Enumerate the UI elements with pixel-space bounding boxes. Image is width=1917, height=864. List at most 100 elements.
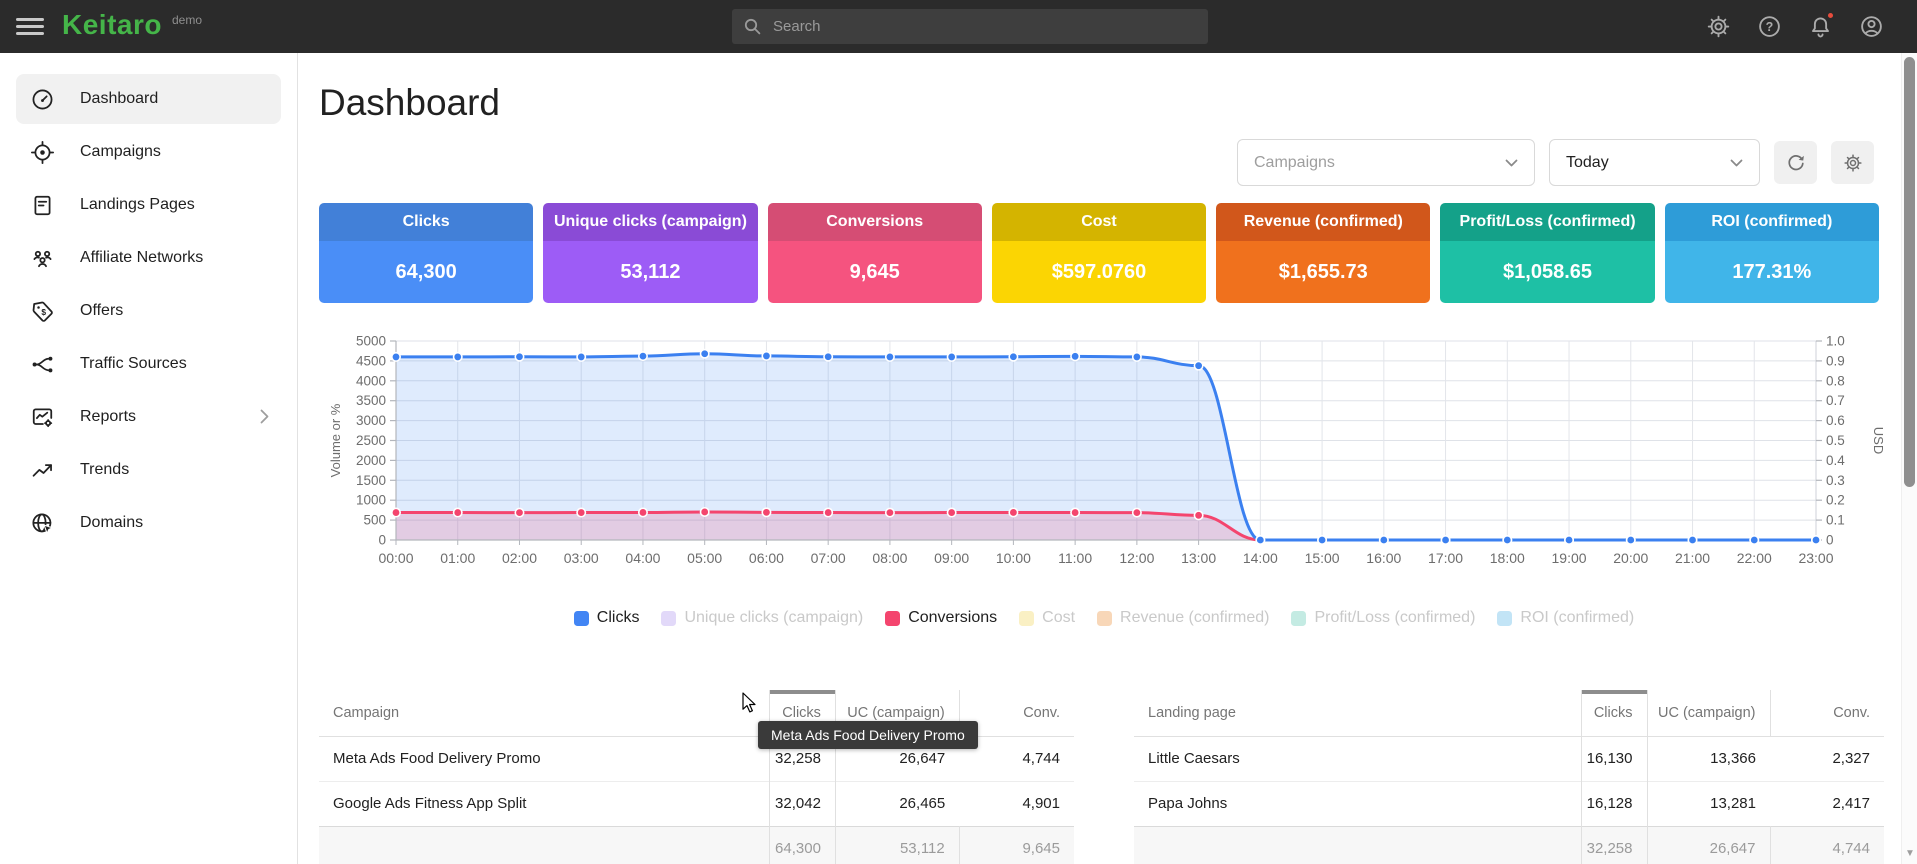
page-scrollbar[interactable]: ▼ (1901, 53, 1917, 864)
svg-text:15:00: 15:00 (1305, 550, 1340, 566)
table-row[interactable]: Google Ads Fitness App Split 32,042 26,465… (319, 781, 1074, 826)
svg-text:20:00: 20:00 (1613, 550, 1648, 566)
sidebar-item-label: Dashboard (80, 90, 159, 107)
stat-card-clicks[interactable]: Clicks 64,300 (319, 203, 534, 303)
scrollbar-thumb[interactable] (1904, 57, 1915, 487)
table-row[interactable]: Little Caesars 16,130 13,366 2,327 (1134, 736, 1884, 781)
sidebar-item-label: Affiliate Networks (80, 249, 204, 266)
column-header-uc-campaign[interactable]: UC (campaign) (1647, 690, 1771, 737)
row-name-cell[interactable]: Papa Johns (1148, 795, 1228, 812)
svg-text:0.1: 0.1 (1826, 513, 1845, 528)
legend-swatch (573, 610, 589, 626)
page-title: Dashboard (319, 82, 501, 123)
column-header-conv[interactable]: Conv. (959, 690, 1074, 737)
legend-item-cost[interactable]: Cost (1019, 609, 1075, 627)
legend-item-unique-clicks-campaign[interactable]: Unique clicks (campaign) (661, 609, 863, 627)
stat-card-label: Revenue (confirmed) (1216, 203, 1431, 241)
legend-item-revenue-confirmed[interactable]: Revenue (confirmed) (1097, 609, 1269, 627)
row-tooltip: Meta Ads Food Delivery Promo (758, 721, 978, 749)
menu-hamburger-icon[interactable] (16, 14, 44, 38)
svg-text:5000: 5000 (356, 334, 386, 349)
sidebar-item-traffic-sources[interactable]: Traffic Sources (16, 339, 281, 389)
svg-text:06:00: 06:00 (749, 550, 784, 566)
stat-card-profit-loss-confirmed[interactable]: Profit/Loss (confirmed) $1,058.65 (1440, 203, 1655, 303)
gauge-icon (30, 86, 56, 112)
row-value-cell: 16,130 (1581, 736, 1648, 781)
sidebar-item-affiliate-networks[interactable]: Affiliate Networks (16, 233, 281, 283)
stat-cards-row: Clicks 64,300 Unique clicks (campaign) 53,1… (319, 203, 1879, 303)
totals-cell: 53,112 (835, 825, 960, 864)
stat-card-revenue-confirmed[interactable]: Revenue (confirmed) $1,655.73 (1216, 203, 1431, 303)
sidebar-item-offers[interactable]: $ Offers (16, 286, 281, 336)
svg-text:500: 500 (363, 513, 386, 528)
svg-text:18:00: 18:00 (1490, 550, 1525, 566)
sidebar-item-domains[interactable]: Domains (16, 498, 281, 548)
period-select[interactable]: Today (1549, 139, 1760, 186)
svg-text:$: $ (41, 306, 46, 316)
traffic-chart: 0 500 1000 1500 2000 2500 3000 3500 4000 4500 5000… (319, 325, 1889, 585)
chevron-down-icon (1730, 159, 1743, 166)
scope-select[interactable]: Campaigns (1237, 139, 1535, 186)
search-icon (744, 18, 761, 35)
legend-item-roi-confirmed[interactable]: ROI (confirmed) (1497, 609, 1634, 627)
help-icon[interactable]: ? (1757, 14, 1782, 39)
totals-cell: 32,258 (1581, 825, 1648, 864)
row-value-cell: 26,465 (899, 795, 946, 812)
row-name-cell[interactable]: Little Caesars (1148, 750, 1240, 767)
row-name-cell[interactable]: Google Ads Fitness App Split (333, 795, 527, 812)
stat-card-value: $597.0760 (991, 241, 1207, 303)
svg-text:Volume or %: Volume or % (328, 403, 343, 477)
row-value-cell: 16,128 (1581, 781, 1648, 826)
legend-label: Revenue (confirmed) (1120, 609, 1270, 626)
stat-card-cost[interactable]: Cost $597.0760 (991, 203, 1207, 303)
totals-cell: 64,300 (769, 825, 836, 864)
svg-text:2500: 2500 (356, 433, 386, 448)
svg-text:07:00: 07:00 (811, 550, 846, 566)
sidebar-item-dashboard[interactable]: Dashboard (16, 74, 281, 124)
globe-icon (30, 510, 56, 536)
column-header-clicks[interactable]: Clicks (1581, 690, 1648, 737)
legend-item-clicks[interactable]: Clicks (573, 609, 639, 627)
stat-card-label: Unique clicks (campaign) (543, 203, 758, 241)
column-header-campaign[interactable]: Campaign (319, 690, 770, 737)
svg-text:?: ? (1766, 20, 1774, 34)
settings-gear-icon[interactable] (1706, 14, 1731, 39)
sidebar-item-label: Landings Pages (80, 196, 195, 213)
row-name-cell[interactable]: Meta Ads Food Delivery Promo (333, 750, 541, 767)
svg-text:04:00: 04:00 (625, 550, 660, 566)
search-input[interactable] (771, 17, 1196, 36)
stat-card-value: $1,655.73 (1216, 241, 1431, 303)
chart-legend: Clicks Unique clicks (campaign) Conversion… (319, 609, 1889, 627)
sidebar-item-label: Reports (80, 408, 137, 425)
totals-cell: 26,647 (1647, 825, 1771, 864)
svg-text:19:00: 19:00 (1552, 550, 1587, 566)
table-row[interactable]: Papa Johns 16,128 13,281 2,417 (1134, 781, 1884, 826)
row-value-cell: 13,366 (1710, 750, 1756, 767)
column-header-landing-page[interactable]: Landing page (1134, 690, 1582, 737)
svg-text:0: 0 (378, 533, 386, 548)
report-chart-icon (30, 404, 56, 430)
stat-card-conversions[interactable]: Conversions 9,645 (767, 203, 982, 303)
global-search[interactable] (732, 9, 1208, 44)
svg-text:0.2: 0.2 (1826, 493, 1845, 508)
refresh-button[interactable] (1774, 141, 1817, 184)
row-value-cell: 4,901 (1022, 795, 1060, 812)
account-icon[interactable] (1859, 14, 1884, 39)
legend-item-profit-loss-confirmed[interactable]: Profit/Loss (confirmed) (1291, 609, 1475, 627)
scrollbar-down-arrow[interactable]: ▼ (1905, 848, 1915, 859)
notifications-bell-icon[interactable] (1808, 11, 1835, 39)
column-header-conv[interactable]: Conv. (1770, 690, 1884, 737)
dashboard-settings-button[interactable] (1831, 141, 1874, 184)
svg-text:08:00: 08:00 (872, 550, 907, 566)
sidebar-item-landings-pages[interactable]: Landings Pages (16, 180, 281, 230)
sidebar-item-trends[interactable]: Trends (16, 445, 281, 495)
stat-card-roi-confirmed[interactable]: ROI (confirmed) 177.31% (1664, 203, 1879, 303)
legend-label: Unique clicks (campaign) (684, 609, 864, 626)
stat-card-unique-clicks-campaign[interactable]: Unique clicks (campaign) 53,112 (543, 203, 758, 303)
target-icon (30, 139, 56, 165)
legend-item-conversions[interactable]: Conversions (885, 609, 997, 627)
sidebar-item-reports[interactable]: Reports (16, 392, 281, 442)
row-value-cell: 2,417 (1832, 795, 1870, 812)
svg-text:14:00: 14:00 (1243, 550, 1278, 566)
sidebar-item-campaigns[interactable]: Campaigns (16, 127, 281, 177)
